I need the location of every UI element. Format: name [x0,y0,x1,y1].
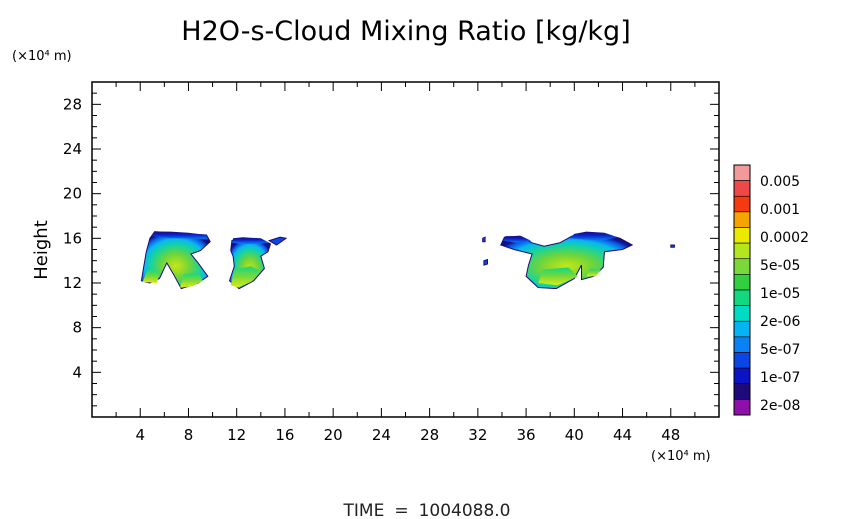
colorbar-swatch [733,289,751,306]
y-tick-label: 16 [63,229,82,247]
colorbar-swatch [733,352,751,369]
cloud-top [569,231,618,241]
colorbar-swatch [733,274,751,291]
y-tick-label: 20 [63,185,82,203]
y-tick-label: 12 [63,274,82,292]
x-axis-unit: (×10⁴ m) [651,449,711,464]
colorbar-swatch [733,164,751,181]
y-tick-label: 24 [63,140,82,158]
y-axis-unit: (×10⁴ m) [12,49,72,64]
colorbar-swatch [733,383,751,400]
colorbar-frame [733,164,751,416]
colorbar-swatch [733,227,751,244]
colorbar-swatch [733,242,751,260]
y-axis: 4 8 12 16 20 24 28 [63,92,719,407]
colorbar-label: 1e-05 [760,286,800,302]
x-tick-label: 24 [372,426,391,444]
cloud-region [483,258,488,266]
x-axis: 4 8 12 16 20 24 28 32 36 40 44 48 [115,82,696,444]
cloud-top [231,237,270,244]
colorbar-swatch [733,180,751,197]
colorbar-swatch [733,211,751,228]
time-readout: TIME = 1004088.0 [343,501,511,519]
time-value: 1004088.0 [419,501,511,519]
colorbar-label: 1e-07 [760,370,800,386]
cloud-field [140,231,675,290]
x-tick-label: 12 [227,426,246,444]
colorbar-swatch [733,320,751,338]
x-tick-label: 8 [184,426,194,444]
cloud-top [503,236,531,243]
x-tick-label: 16 [275,426,294,444]
x-tick-label: 20 [324,426,343,444]
x-tick-label: 48 [661,426,680,444]
colorbar-label: 0.001 [760,202,800,218]
colorbar-swatch [733,399,751,416]
colorbar-label: 5e-05 [760,258,800,274]
x-tick-label: 36 [517,426,536,444]
colorbar-label: 5e-07 [760,342,800,358]
time-label: TIME [343,501,385,519]
colorbar-label: 2e-08 [760,398,800,414]
cloud-region [670,244,675,248]
colorbar-swatch [733,258,751,275]
colorbar-label: 2e-06 [760,314,800,330]
cloud-region [482,236,486,243]
colorbar-swatch [733,195,751,213]
cloud-top [152,231,208,240]
x-tick-label: 28 [420,426,439,444]
chart-title: H2O-s-Cloud Mixing Ratio [kg/kg] [181,16,630,47]
cloud-core [180,272,203,288]
y-tick-label: 8 [72,319,82,337]
y-tick-label: 28 [63,95,82,113]
cloud-core [230,266,261,288]
cloud-core [586,268,601,277]
x-tick-label: 44 [613,426,632,444]
cloud-region [500,232,634,290]
colorbar-label: 0.005 [760,174,800,190]
x-tick-label: 4 [135,426,145,444]
cloud-region [267,236,288,246]
colorbar-swatch [733,305,751,322]
x-tick-label: 40 [565,426,584,444]
colorbar-label: 0.0002 [760,230,809,246]
x-tick-label: 32 [468,426,487,444]
colorbar-swatch [733,336,751,353]
colorbar-swatch [733,367,751,385]
y-axis-label: Height [31,220,52,280]
cloud-core [142,269,160,283]
colorbar: 0.005 0.001 0.0002 5e-05 1e-05 2e-06 5e-07 1e-0… [733,164,809,416]
y-tick-label: 4 [72,363,82,381]
cloud-core [538,267,578,286]
